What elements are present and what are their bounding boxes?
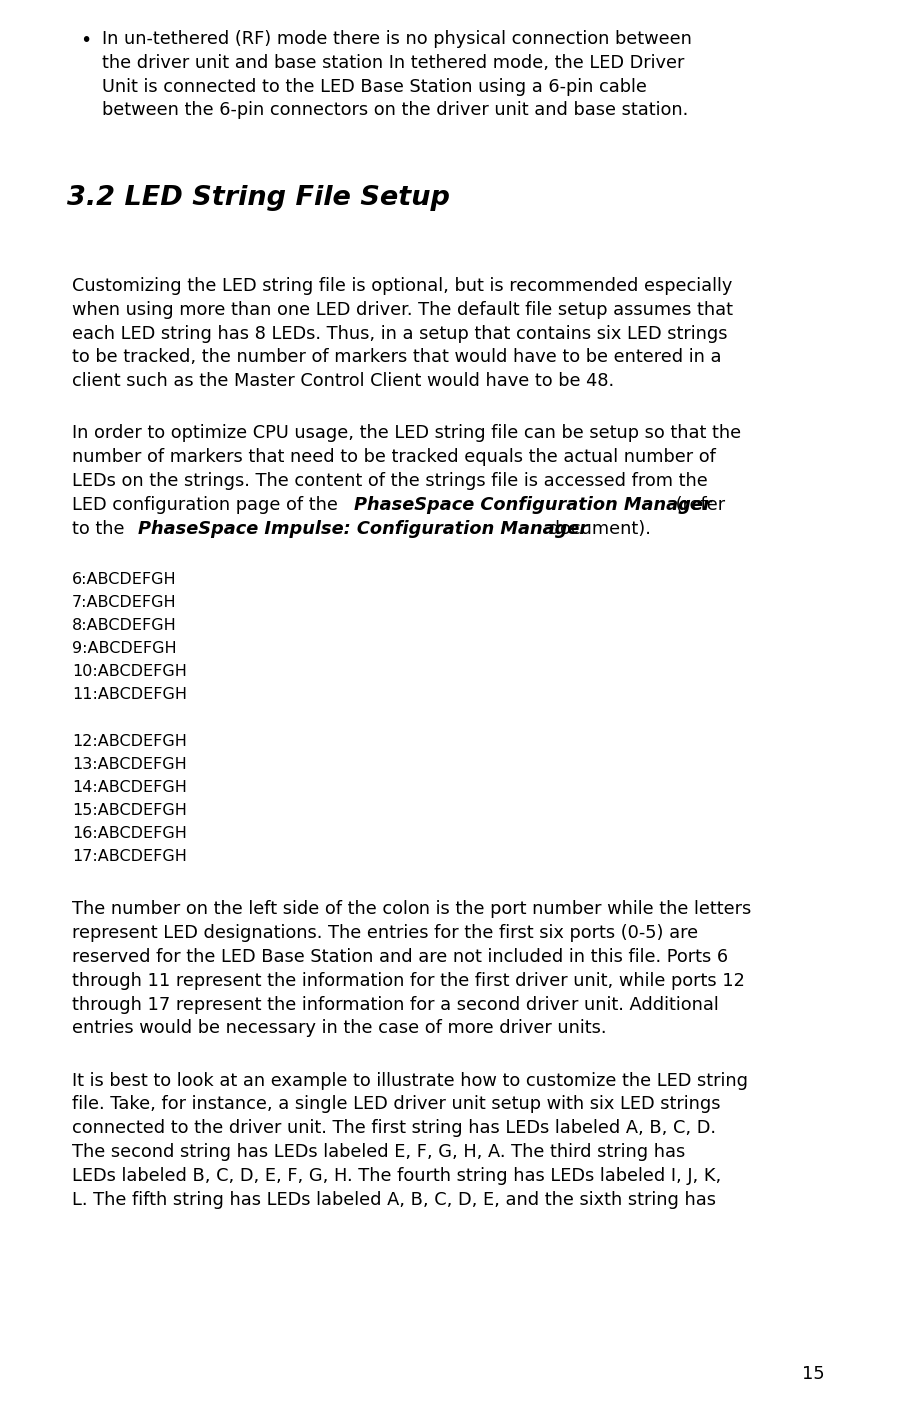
Text: file. Take, for instance, a single LED driver unit setup with six LED strings: file. Take, for instance, a single LED d… — [72, 1095, 720, 1113]
Text: 15:ABCDEFGH: 15:ABCDEFGH — [72, 803, 187, 818]
Text: 6:ABCDEFGH: 6:ABCDEFGH — [72, 572, 177, 586]
Text: The number on the left side of the colon is the port number while the letters: The number on the left side of the colon… — [72, 900, 752, 918]
Text: It is best to look at an example to illustrate how to customize the LED string: It is best to look at an example to illu… — [72, 1071, 748, 1089]
Text: PhaseSpace Impulse: Configuration Manager: PhaseSpace Impulse: Configuration Manage… — [138, 520, 588, 538]
Text: each LED string has 8 LEDs. Thus, in a setup that contains six LED strings: each LED string has 8 LEDs. Thus, in a s… — [72, 325, 727, 342]
Text: In un-tethered (RF) mode there is no physical connection between: In un-tethered (RF) mode there is no phy… — [102, 30, 692, 48]
Text: LED configuration page of the: LED configuration page of the — [72, 496, 344, 514]
Text: reserved for the LED Base Station and are not included in this file. Ports 6: reserved for the LED Base Station and ar… — [72, 948, 728, 966]
Text: The second string has LEDs labeled E, F, G, H, A. The third string has: The second string has LEDs labeled E, F,… — [72, 1143, 685, 1161]
Text: 17:ABCDEFGH: 17:ABCDEFGH — [72, 849, 187, 863]
Text: through 11 represent the information for the first driver unit, while ports 12: through 11 represent the information for… — [72, 972, 745, 989]
Text: LEDs on the strings. The content of the strings file is accessed from the: LEDs on the strings. The content of the … — [72, 472, 708, 490]
Text: 11:ABCDEFGH: 11:ABCDEFGH — [72, 687, 187, 702]
Text: Unit is connected to the LED Base Station using a 6-pin cable: Unit is connected to the LED Base Statio… — [102, 78, 647, 96]
Text: (refer: (refer — [670, 496, 726, 514]
Text: to the: to the — [72, 520, 130, 538]
Text: L. The fifth string has LEDs labeled A, B, C, D, E, and the sixth string has: L. The fifth string has LEDs labeled A, … — [72, 1191, 716, 1208]
Text: 13:ABCDEFGH: 13:ABCDEFGH — [72, 757, 187, 771]
Text: when using more than one LED driver. The default file setup assumes that: when using more than one LED driver. The… — [72, 301, 733, 319]
Text: represent LED designations. The entries for the first six ports (0-5) are: represent LED designations. The entries … — [72, 924, 698, 942]
Text: 12:ABCDEFGH: 12:ABCDEFGH — [72, 733, 187, 749]
Text: In order to optimize CPU usage, the LED string file can be setup so that the: In order to optimize CPU usage, the LED … — [72, 424, 741, 442]
Text: 10:ABCDEFGH: 10:ABCDEFGH — [72, 664, 187, 678]
Text: document).: document). — [543, 520, 650, 538]
Text: 7:ABCDEFGH: 7:ABCDEFGH — [72, 595, 177, 610]
Text: 8:ABCDEFGH: 8:ABCDEFGH — [72, 617, 177, 633]
Text: •: • — [80, 31, 91, 49]
Text: 9:ABCDEFGH: 9:ABCDEFGH — [72, 642, 177, 656]
Text: connected to the driver unit. The first string has LEDs labeled A, B, C, D.: connected to the driver unit. The first … — [72, 1119, 716, 1137]
Text: LEDs labeled B, C, D, E, F, G, H. The fourth string has LEDs labeled I, J, K,: LEDs labeled B, C, D, E, F, G, H. The fo… — [72, 1167, 721, 1186]
Text: entries would be necessary in the case of more driver units.: entries would be necessary in the case o… — [72, 1019, 606, 1037]
Text: the driver unit and base station In tethered mode, the LED Driver: the driver unit and base station In teth… — [102, 54, 684, 72]
Text: to be tracked, the number of markers that would have to be entered in a: to be tracked, the number of markers tha… — [72, 349, 721, 366]
Text: through 17 represent the information for a second driver unit. Additional: through 17 represent the information for… — [72, 996, 718, 1013]
Text: client such as the Master Control Client would have to be 48.: client such as the Master Control Client… — [72, 372, 614, 390]
Text: PhaseSpace Configuration Manager: PhaseSpace Configuration Manager — [354, 496, 712, 514]
Text: between the 6-pin connectors on the driver unit and base station.: between the 6-pin connectors on the driv… — [102, 102, 688, 120]
Text: Customizing the LED string file is optional, but is recommended especially: Customizing the LED string file is optio… — [72, 277, 732, 295]
Text: 15: 15 — [803, 1365, 825, 1383]
Text: 14:ABCDEFGH: 14:ABCDEFGH — [72, 780, 187, 796]
Text: 3.2 LED String File Setup: 3.2 LED String File Setup — [67, 185, 450, 211]
Text: 16:ABCDEFGH: 16:ABCDEFGH — [72, 825, 187, 841]
Text: number of markers that need to be tracked equals the actual number of: number of markers that need to be tracke… — [72, 448, 716, 466]
